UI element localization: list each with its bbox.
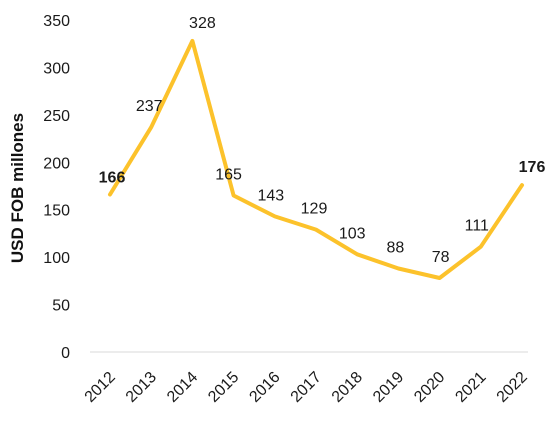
- y-axis: 0 50 100 150 200 250 300 350: [43, 13, 70, 362]
- y-tick-label: 200: [43, 155, 70, 172]
- x-tick-label: 2017: [288, 369, 325, 406]
- data-label: 166: [99, 170, 126, 187]
- x-tick-label: 2022: [494, 369, 531, 406]
- y-tick-label: 50: [52, 298, 70, 315]
- data-label: 88: [387, 240, 405, 257]
- x-tick-label: 2015: [205, 369, 242, 406]
- data-label: 237: [136, 98, 163, 115]
- y-tick-label: 100: [43, 250, 70, 267]
- y-tick-label: 350: [43, 13, 70, 30]
- data-labels: 166 237 328 165 143 129 103 88 78 111 176: [99, 15, 546, 266]
- x-tick-label: 2021: [452, 369, 489, 406]
- x-tick-label: 2020: [411, 369, 448, 406]
- data-label: 129: [301, 201, 328, 218]
- x-tick-label: 2018: [329, 369, 366, 406]
- x-tick-label: 2012: [82, 369, 119, 406]
- x-tick-label: 2013: [123, 369, 160, 406]
- x-tick-label: 2016: [246, 369, 283, 406]
- data-label: 328: [189, 15, 216, 32]
- data-label: 78: [432, 249, 450, 266]
- y-tick-label: 300: [43, 60, 70, 77]
- series-line: [108, 38, 524, 280]
- y-tick-label: 250: [43, 108, 70, 125]
- y-axis-label: USD FOB millones: [8, 113, 27, 263]
- series-layer: [108, 38, 524, 280]
- y-tick-label: 0: [61, 345, 70, 362]
- y-tick-label: 150: [43, 203, 70, 220]
- data-label: 176: [519, 159, 546, 176]
- x-axis: 2012 2013 2014 2015 2016 2017 2018 2019 2020 2021…: [82, 369, 531, 406]
- data-label: 165: [215, 166, 242, 183]
- data-label: 111: [465, 218, 489, 235]
- data-label: 103: [339, 225, 366, 242]
- x-tick-label: 2019: [370, 369, 407, 406]
- data-label: 143: [257, 187, 284, 204]
- x-tick-label: 2014: [164, 369, 201, 406]
